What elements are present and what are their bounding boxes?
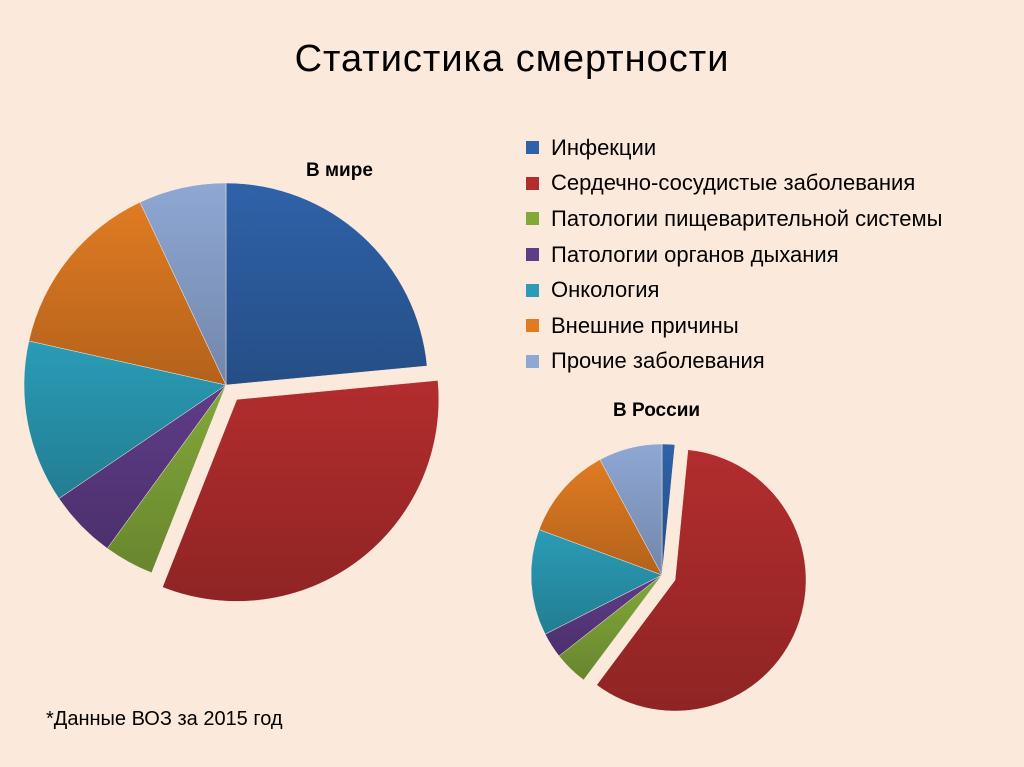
pie-slice-russia-other xyxy=(599,443,663,576)
legend-item-other: Прочие заболевания xyxy=(526,344,942,380)
legend-label-cardiovascular: Сердечно-сосудистые заболевания xyxy=(551,170,916,196)
pie-slice-world-oncology xyxy=(23,340,227,499)
legend-item-cardiovascular: Сердечно-сосудистые заболевания xyxy=(526,166,942,202)
legend-label-other: Прочие заболевания xyxy=(551,348,765,374)
pie-slice-world-infections xyxy=(225,182,428,386)
legend-item-respiratory: Патологии органов дыхания xyxy=(526,237,942,273)
legend-label-respiratory: Патологии органов дыхания xyxy=(551,241,839,267)
pie-slice-world-other xyxy=(139,182,227,386)
legend-label-infections: Инфекции xyxy=(551,134,657,160)
legend-swatch-oncology xyxy=(526,283,539,297)
legend-label-digestive: Патологии пищеварительной системы xyxy=(551,205,943,231)
page-title: Статистика смертности xyxy=(294,38,730,80)
legend-item-oncology: Онкология xyxy=(526,272,942,308)
pie-chart-russia xyxy=(530,443,807,712)
legend-swatch-digestive xyxy=(526,212,539,226)
footnote: *Данные ВОЗ за 2015 год xyxy=(46,708,283,730)
chart-legend: Инфекции Сердечно-сосудистые заболевания… xyxy=(526,130,942,379)
pie-slice-russia-cardiovascular xyxy=(596,449,807,712)
pie-slice-russia-infections xyxy=(661,443,676,576)
pie-slice-world-external xyxy=(28,201,227,386)
pie-slice-russia-external xyxy=(538,459,663,576)
legend-item-infections: Инфекции xyxy=(526,130,942,166)
legend-swatch-infections xyxy=(526,141,539,155)
legend-swatch-respiratory xyxy=(526,248,539,262)
legend-swatch-cardiovascular xyxy=(526,176,539,190)
chart-title-russia: В России xyxy=(613,400,701,421)
pie-chart-world xyxy=(23,182,440,602)
pie-slice-russia-oncology xyxy=(530,529,663,635)
legend-item-external: Внешние причины xyxy=(526,308,942,344)
chart-title-world: В мире xyxy=(306,160,373,181)
legend-label-oncology: Онкология xyxy=(551,277,660,303)
pie-slice-world-cardiovascular xyxy=(162,380,440,602)
legend-label-external: Внешние причины xyxy=(551,312,739,338)
legend-item-digestive: Патологии пищеварительной системы xyxy=(526,201,942,237)
legend-swatch-other xyxy=(526,354,539,368)
legend-swatch-external xyxy=(526,319,539,333)
